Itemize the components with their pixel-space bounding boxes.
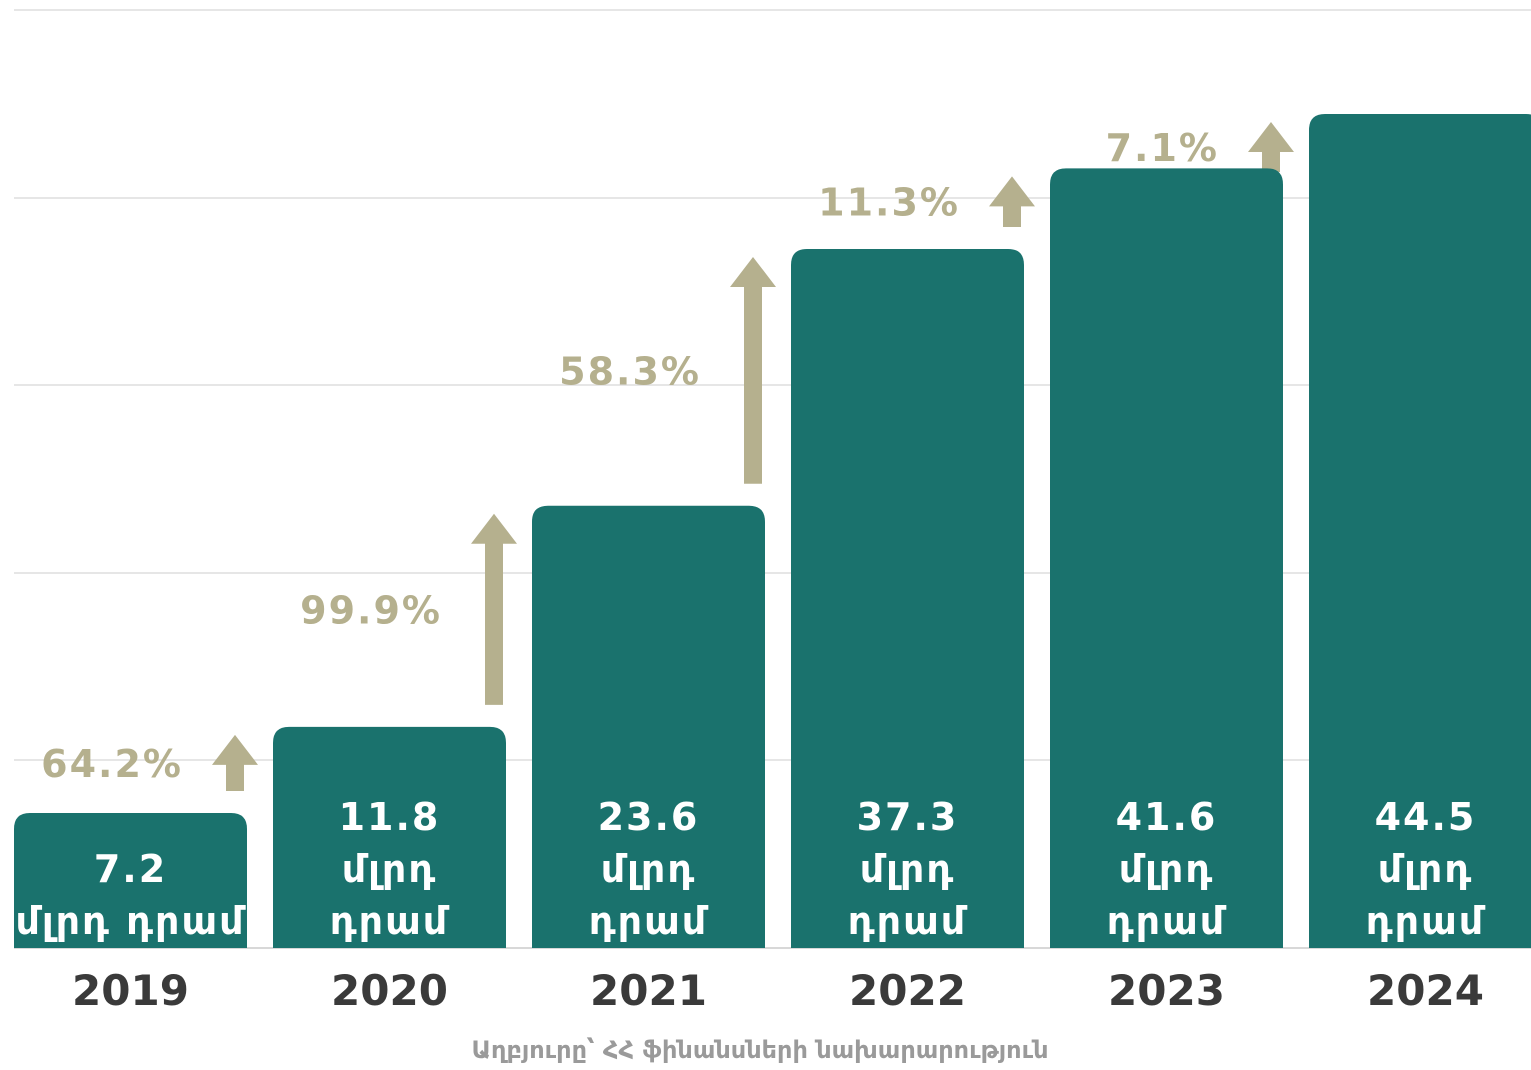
bar-value-label: 41.6	[1116, 795, 1218, 839]
bar-2024	[1309, 114, 1531, 948]
bar-value-label: 44.5	[1375, 795, 1477, 839]
bar-value-label: մլրդ	[860, 847, 956, 891]
year-label: 2020	[331, 966, 448, 1015]
bar-value-label: մլրդ	[342, 847, 438, 891]
x-axis-labels: 2019 2020 2021 2022 2023 2024	[72, 966, 1484, 1015]
bar-value-label: դրամ	[1107, 899, 1227, 943]
bars	[14, 114, 1531, 948]
bar-value-label: 11.8	[339, 795, 441, 839]
year-label: 2024	[1367, 966, 1484, 1015]
growth-arrow	[212, 734, 258, 792]
bar-value-label: մլրդ	[1119, 847, 1215, 891]
bar-value-label: մլրդ	[601, 847, 697, 891]
bar-value-label: մլրդ դրամ	[15, 899, 246, 943]
growth-label: 11.3%	[818, 181, 960, 225]
bar-value-label: 23.6	[598, 795, 700, 839]
gridlines	[14, 9, 1531, 949]
growth-label: 99.9%	[300, 588, 442, 632]
year-label: 2019	[72, 966, 189, 1015]
bar-value-label: դրամ	[330, 899, 450, 943]
growth-label: 64.2%	[41, 742, 183, 786]
growth-arrow	[730, 256, 776, 484]
bar-value-label: մլրդ	[1378, 847, 1474, 891]
bar-2020	[273, 726, 506, 948]
bar-2023	[1050, 168, 1283, 948]
bar-2021	[532, 505, 765, 948]
source-note: Աղբյուրը՝ ՀՀ ֆինանսների նախարարություն	[472, 1036, 1049, 1064]
growth-label: 58.3%	[559, 349, 701, 393]
bar-value-labels: 7.2 մլրդ դրամ 11.8 մլրդ դրամ 23.6 մլրդ դրամ 37.3…	[15, 795, 1486, 943]
bar-value-label: 37.3	[857, 795, 959, 839]
bar-2022	[791, 248, 1024, 948]
year-label: 2023	[1108, 966, 1225, 1015]
bar-value-label: դրամ	[1366, 899, 1486, 943]
growth-arrows: 64.2% 99.9% 58.3% 11.3% 7.1%	[41, 122, 1294, 792]
year-label: 2021	[590, 966, 707, 1015]
growth-label: 7.1%	[1106, 126, 1219, 170]
year-label: 2022	[849, 966, 966, 1015]
growth-arrow	[989, 176, 1035, 227]
bar-2019	[14, 813, 247, 948]
bar-value-label: դրամ	[848, 899, 968, 943]
growth-arrow	[471, 513, 517, 705]
growth-arrow	[1248, 122, 1294, 172]
bar-value-label: 7.2	[94, 847, 167, 891]
bar-value-label: դրամ	[589, 899, 709, 943]
